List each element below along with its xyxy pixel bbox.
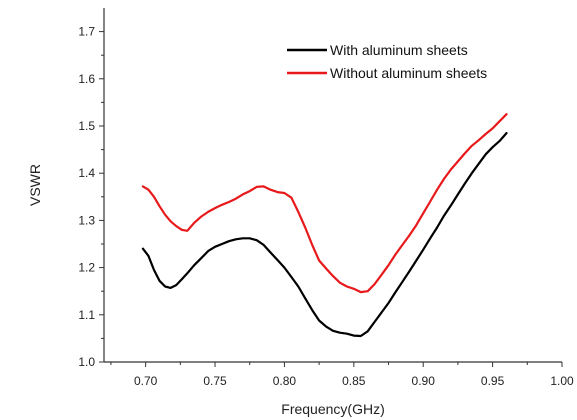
x-axis-title: Frequency(GHz): [281, 401, 384, 417]
legend-label: With aluminum sheets: [330, 42, 468, 58]
y-tick-label: 1.0: [78, 355, 95, 369]
y-axis-title: VSWR: [27, 164, 43, 206]
axes: 0.70 0.75 0.80 0.85 0.90 0.95 1.00 1.0 1.1 1.2 1.3…: [78, 8, 574, 388]
legend: With aluminum sheets Without aluminum she…: [287, 42, 487, 81]
x-tick-label: 0.85: [342, 374, 366, 388]
series-line-with-aluminum: [141, 132, 508, 338]
y-tick-label: 1.4: [78, 166, 95, 180]
y-tick-label: 1.5: [78, 119, 95, 133]
x-tick-label: 0.95: [481, 374, 505, 388]
x-tick-label: 0.80: [273, 374, 297, 388]
x-tick-label: 0.75: [203, 374, 227, 388]
x-tick-label: 1.00: [550, 374, 574, 388]
y-tick-label: 1.6: [78, 72, 95, 86]
legend-label: Without aluminum sheets: [330, 65, 487, 81]
series-lines: [141, 113, 508, 338]
x-tick-label: 0.90: [412, 374, 436, 388]
y-tick-label: 1.2: [78, 261, 95, 275]
series-line-without-aluminum: [141, 113, 508, 294]
y-tick-label: 1.7: [78, 25, 95, 39]
y-tick-label: 1.1: [78, 308, 95, 322]
y-tick-label: 1.3: [78, 213, 95, 227]
x-tick-label: 0.70: [134, 374, 158, 388]
